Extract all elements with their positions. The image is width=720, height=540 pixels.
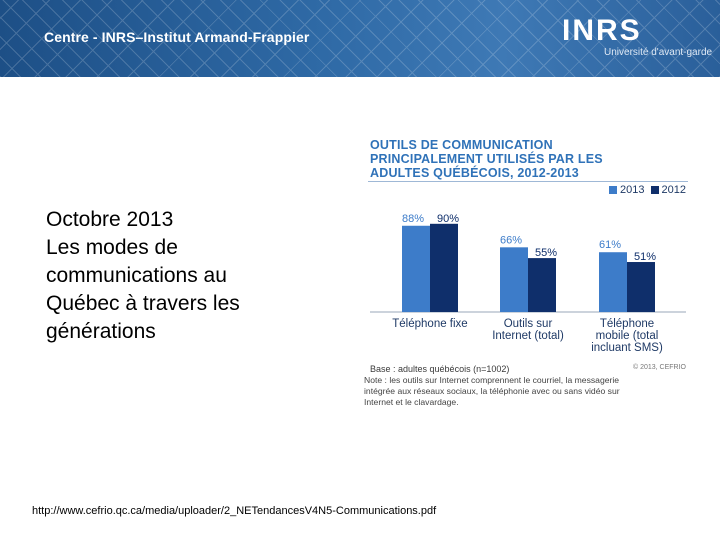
legend-item-2012: 2012 [650, 184, 686, 196]
legend-item-2013: 2013 [609, 184, 645, 196]
chart-title: OUTILS DE COMMUNICATION PRINCIPALEMENT U… [370, 138, 688, 180]
data-label-2013-1: 66% [500, 234, 522, 246]
bar-chart: 88% 90% Téléphone fixe 66% 55% Outils surInte… [370, 213, 686, 354]
footnote-line: Internet et le clavardage. [364, 397, 459, 407]
data-label-2012-1: 55% [535, 247, 557, 259]
slide-line: communications au [46, 264, 227, 287]
title-divider [368, 181, 688, 182]
bar-2013-0 [402, 225, 430, 312]
chart-title-line: OUTILS DE COMMUNICATION [370, 138, 553, 152]
bar-2012-1 [528, 258, 556, 312]
banner-pattern [0, 0, 720, 77]
data-label-2013-2: 61% [599, 239, 621, 251]
category-label-1: Outils sur [504, 318, 553, 330]
slide-line: Octobre 2013 [46, 208, 174, 231]
logo-text: INRS [562, 14, 642, 47]
source-url[interactable]: http://www.cefrio.qc.ca/media/uploader/2… [32, 505, 437, 517]
inrs-logo: INRS Université d'avant-garde [560, 14, 713, 62]
chart-title-line: ADULTES QUÉBÉCOIS, 2012-2013 [370, 166, 579, 180]
bar-2013-1 [500, 247, 528, 312]
category-label-2: mobile (total [596, 330, 659, 342]
header-banner: Centre - INRS–Institut Armand-Frappier I… [0, 0, 720, 77]
category-label-2: incluant SMS) [591, 342, 663, 354]
chart-legend: 2013 2012 [603, 184, 686, 196]
logo-tagline: Université d'avant-garde [604, 47, 713, 58]
chart-title-line: PRINCIPALEMENT UTILISÉS PAR LES [370, 152, 603, 166]
legend-swatch-2012 [650, 186, 659, 194]
bar-2012-2 [627, 262, 655, 312]
copyright-mark: © 2013, CEFRIO [632, 364, 686, 371]
category-label-0: Téléphone fixe [392, 318, 467, 330]
footnote-line: Note : les outils sur Internet comprenne… [364, 375, 620, 385]
data-label-2013-0: 88% [402, 213, 424, 225]
data-label-2012-0: 90% [437, 213, 459, 225]
base-note: Base : adultes québécois (n=1002) [370, 364, 510, 374]
legend-swatch-2013 [609, 186, 618, 194]
category-label-2: Téléphone [600, 318, 654, 330]
category-label-1: Internet (total) [492, 330, 564, 342]
slide-line: générations [46, 320, 156, 343]
bar-2012-0 [430, 223, 458, 312]
slide-body-text: Octobre 2013 Les modes de communications… [46, 206, 326, 346]
chart-figure: OUTILS DE COMMUNICATION PRINCIPALEMENT U… [362, 132, 694, 418]
banner-title: Centre - INRS–Institut Armand-Frappier [44, 29, 310, 45]
footnote-line: intégrée aux réseaux sociaux, la télépho… [364, 386, 620, 396]
legend-label-2013: 2013 [620, 184, 645, 196]
legend-label-2012: 2012 [661, 184, 686, 196]
data-label-2012-2: 51% [634, 251, 656, 263]
bar-2013-2 [599, 252, 627, 312]
slide-line: Québec à travers les [46, 292, 240, 315]
slide-line: Les modes de [46, 236, 178, 259]
chart-footnote: Note : les outils sur Internet comprenne… [364, 375, 694, 408]
